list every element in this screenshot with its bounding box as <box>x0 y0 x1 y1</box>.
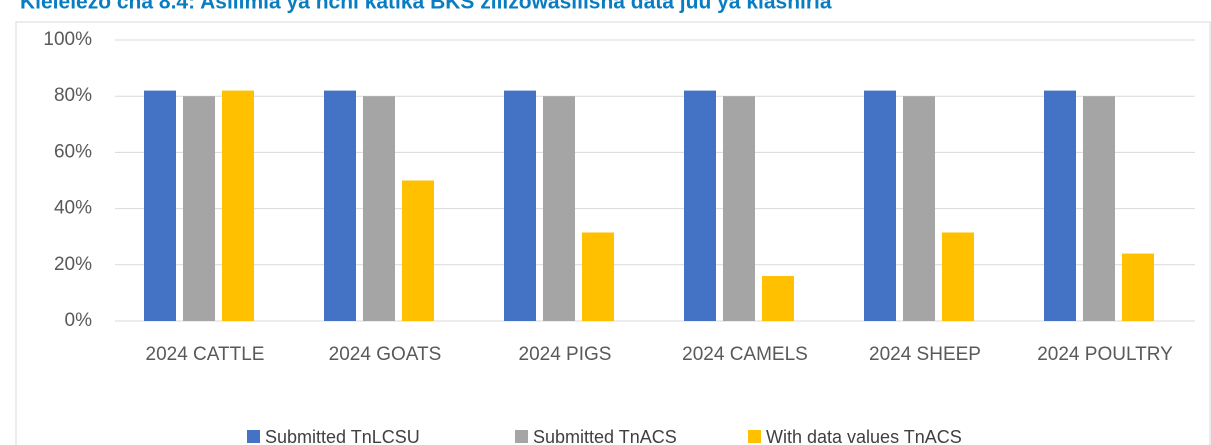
legend-swatch <box>247 430 260 443</box>
bar <box>582 232 614 321</box>
legend-label: Submitted TnACS <box>533 427 677 445</box>
x-tick-label: 2024 PIGS <box>519 344 612 365</box>
bar <box>1083 96 1115 321</box>
bar <box>1122 253 1154 321</box>
x-tick-label: 2024 SHEEP <box>869 344 981 365</box>
bar <box>762 276 794 321</box>
y-tick-label: 20% <box>54 254 92 275</box>
legend-swatch <box>748 430 761 443</box>
bar <box>543 96 575 321</box>
bar <box>942 232 974 321</box>
y-tick-label: 100% <box>43 29 92 50</box>
chart-title: Kielelezo cha 8.4: Asilimia ya nchi kati… <box>20 0 832 14</box>
bar <box>684 90 716 321</box>
bar <box>402 180 434 321</box>
bar <box>723 96 755 321</box>
y-tick-label: 80% <box>54 85 92 106</box>
bar <box>183 96 215 321</box>
bar <box>1044 90 1076 321</box>
legend-label: Submitted TnLCSU <box>265 427 420 445</box>
bar <box>903 96 935 321</box>
y-tick-label: 60% <box>54 141 92 162</box>
y-tick-label: 40% <box>54 198 92 219</box>
bar <box>363 96 395 321</box>
bar <box>222 90 254 321</box>
y-tick-label: 0% <box>65 310 93 331</box>
x-tick-label: 2024 CAMELS <box>682 344 808 365</box>
bar <box>864 90 896 321</box>
legend-label: With data values TnACS <box>766 427 962 445</box>
legend-swatch <box>515 430 528 443</box>
x-tick-label: 2024 POULTRY <box>1037 344 1173 365</box>
bar <box>504 90 536 321</box>
chart-border <box>15 21 1211 445</box>
x-tick-label: 2024 GOATS <box>329 344 442 365</box>
x-tick-label: 2024 CATTLE <box>146 344 265 365</box>
bar <box>144 90 176 321</box>
bar <box>324 90 356 321</box>
